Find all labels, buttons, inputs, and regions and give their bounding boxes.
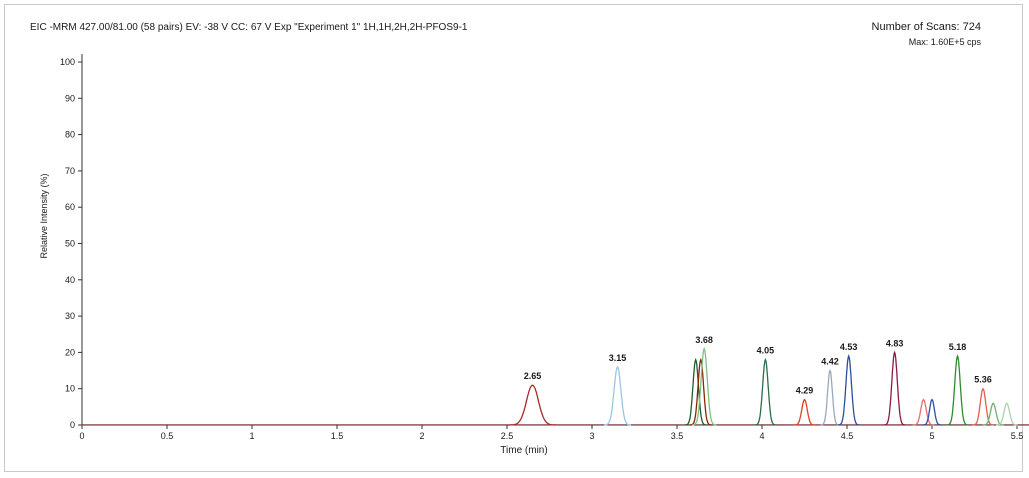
y-tick-label: 10 (65, 384, 75, 394)
peak-trace (883, 350, 906, 426)
peak-label: 3.68 (695, 335, 713, 345)
x-tick-label: 4 (759, 431, 764, 441)
peak-trace (754, 357, 777, 426)
x-tick-label: 0.5 (161, 431, 174, 441)
peak-trace (912, 398, 935, 426)
max-intensity: Max: 1.60E+5 cps (908, 37, 981, 47)
peak-trace (793, 398, 816, 426)
peak-trace (946, 354, 969, 426)
peak-trace (689, 357, 712, 426)
peak-label: 2.65 (524, 371, 542, 381)
y-tick-label: 90 (65, 93, 75, 103)
peak-trace (922, 398, 942, 426)
x-tick-label: 0 (79, 431, 84, 441)
y-tick-label: 30 (65, 311, 75, 321)
y-tick-label: 80 (65, 130, 75, 140)
x-tick-label: 3 (589, 431, 594, 441)
x-tick-label: 5.5 (1011, 431, 1024, 441)
x-tick-label: 3.5 (671, 431, 684, 441)
peak-trace (603, 365, 632, 426)
peak-traces (82, 347, 1029, 426)
x-tick-label: 1 (249, 431, 254, 441)
x-axis-label: Time (min) (500, 445, 547, 456)
y-tick-label: 50 (65, 239, 75, 249)
experiment-title: EIC -MRM 427.00/81.00 (58 pairs) EV: -38… (30, 22, 468, 33)
peak-trace (508, 384, 557, 426)
peak-label: 5.18 (949, 342, 967, 352)
chart-frame (4, 4, 1023, 472)
axes: 00.511.522.533.544.555.566.577.588.599.5… (60, 54, 1029, 441)
y-tick-label: 60 (65, 202, 75, 212)
y-tick-label: 0 (70, 420, 75, 430)
peak-trace (837, 354, 860, 426)
x-tick-label: 5 (929, 431, 934, 441)
peak-label: 5.36 (974, 375, 992, 385)
x-tick-label: 1.5 (331, 431, 344, 441)
peak-labels: 2.65 3.15 3.68 4.05 4.29 4.424.53 4.83 5.18 5.36… (524, 335, 992, 396)
y-tick-label: 40 (65, 275, 75, 285)
peak-trace (995, 402, 1018, 426)
peak-label: 4.83 (886, 338, 904, 348)
peak-trace (820, 369, 840, 426)
peak-trace (972, 387, 994, 426)
x-tick-label: 2.5 (501, 431, 514, 441)
y-tick-label: 100 (60, 57, 75, 67)
peak-label: 4.05 (757, 346, 775, 356)
peak-label: 4.29 (796, 386, 814, 396)
peak-trace (691, 347, 717, 426)
y-axis-label: Relative Intensity (%) (39, 173, 49, 258)
x-tick-label: 2 (419, 431, 424, 441)
x-tick-label: 4.5 (841, 431, 854, 441)
peak-trace (684, 357, 707, 426)
peak-label: 3.15 (609, 353, 627, 363)
scan-count: Number of Scans: 724 (871, 21, 981, 33)
y-tick-label: 20 (65, 347, 75, 357)
peak-label: 4.53 (840, 342, 858, 352)
y-tick-label: 70 (65, 166, 75, 176)
peak-label: 4.42 (821, 357, 839, 367)
